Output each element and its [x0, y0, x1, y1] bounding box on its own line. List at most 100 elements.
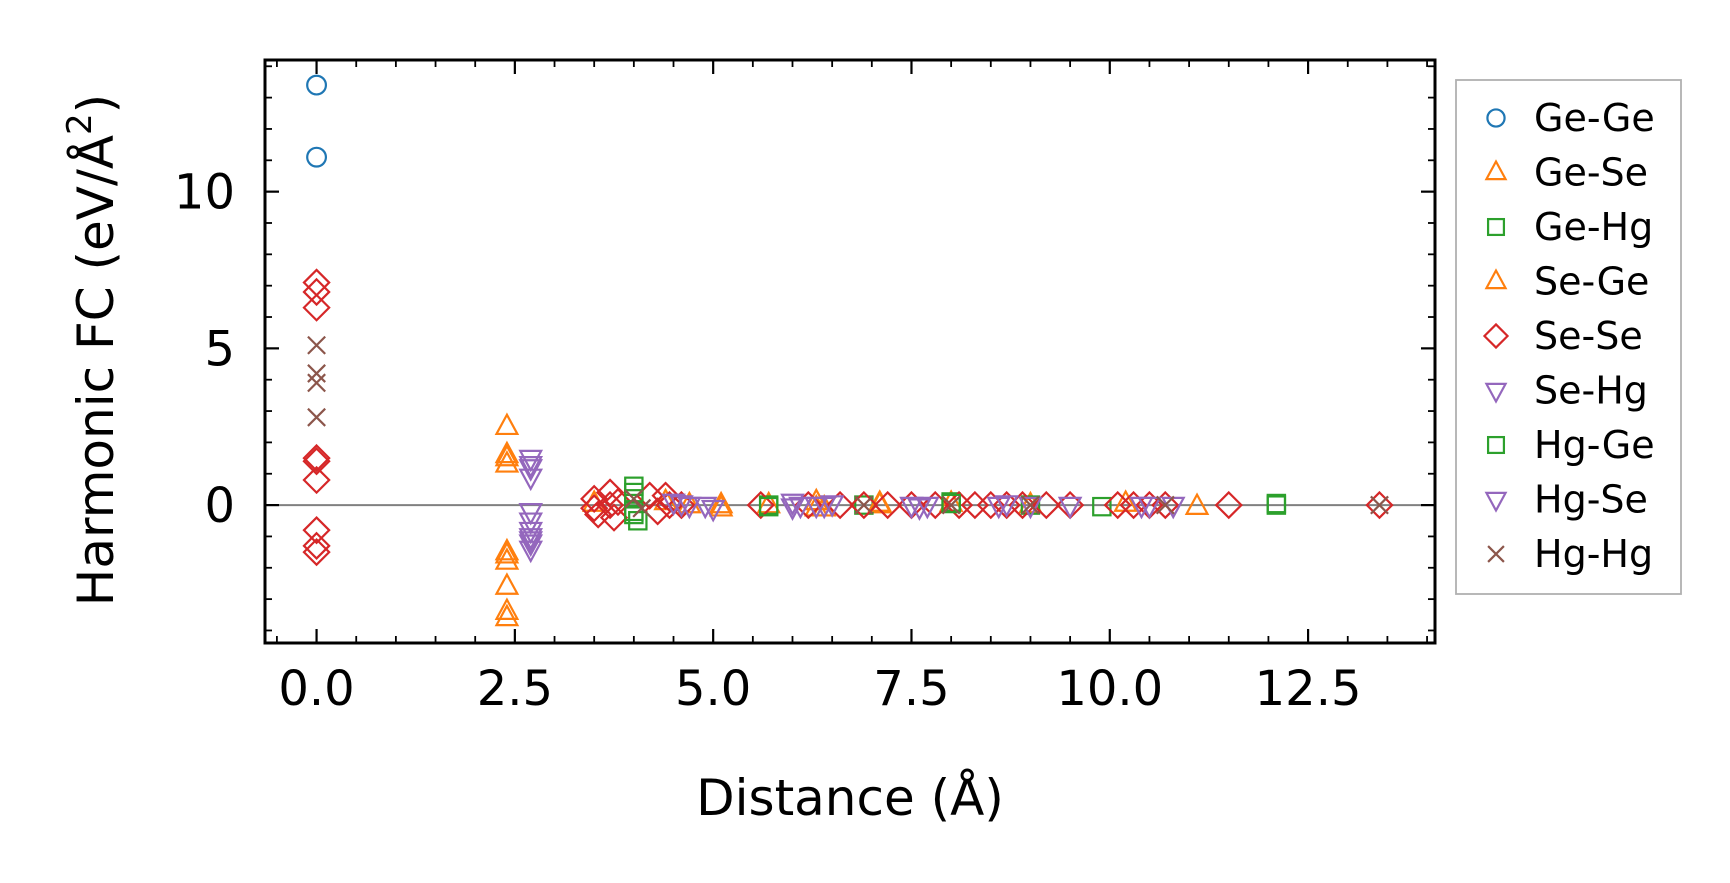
data-point: [302, 277, 331, 307]
data-point: [583, 500, 613, 529]
legend-label: Se-Ge: [1534, 260, 1649, 304]
data-point: [915, 496, 940, 520]
legend-label: Ge-Se: [1534, 151, 1648, 195]
data-point: [518, 534, 544, 558]
data-point: [603, 487, 633, 517]
data-point: [1137, 496, 1162, 520]
data-point: [302, 531, 331, 560]
y-tick-label: 5: [204, 321, 235, 377]
data-point: [1057, 496, 1083, 520]
data-point: [518, 456, 544, 479]
legend-marker: [1484, 382, 1508, 404]
data-point: [494, 443, 520, 467]
data-point: [811, 496, 837, 520]
data-point: [780, 498, 805, 521]
legend-marker: [1484, 491, 1508, 513]
data-point: [655, 490, 684, 520]
data-point: [994, 495, 1019, 518]
x-tick-label: 5.0: [675, 661, 751, 717]
data-point: [302, 465, 331, 495]
x-tick-label: 10.0: [1056, 661, 1163, 717]
data-point: [746, 490, 775, 520]
data-point: [825, 490, 855, 520]
data-point: [494, 412, 520, 436]
data-point: [788, 496, 813, 520]
data-point: [307, 364, 326, 383]
data-point: [599, 503, 629, 532]
series-se-se: [302, 268, 1394, 567]
legend-entry: Se-Ge: [1484, 260, 1649, 304]
legend: Ge-Ge Ge-Se Ge-Hg Se-Ge Se-Se Se-Hg Hg-Ge Hg-Se…: [1455, 79, 1682, 595]
data-point: [302, 268, 331, 297]
data-point: [1020, 495, 1041, 515]
data-point: [1092, 496, 1112, 517]
data-point: [756, 490, 781, 514]
x-tick-label: 0.0: [278, 661, 354, 717]
legend-label: Hg-Hg: [1534, 532, 1653, 576]
y-axis-label-superscript: 2: [60, 113, 100, 135]
legend-entry: Hg-Hg: [1487, 532, 1653, 576]
data-point: [921, 490, 950, 520]
legend-marker: [1486, 217, 1506, 237]
data-point: [494, 603, 520, 627]
series-ge-ge: [306, 74, 328, 168]
data-point: [1214, 490, 1243, 520]
data-point: [302, 293, 331, 322]
y-axis-label-close: ): [67, 94, 125, 114]
data-point: [1266, 493, 1287, 514]
legend-entry: Se-Hg: [1484, 369, 1648, 413]
plot-marks: [265, 74, 1435, 627]
ticks: 0.0 2.5 5.0 7.5 10.0 12.5 0 5 10: [174, 60, 1435, 717]
data-point: [494, 540, 520, 564]
data-point: [854, 495, 874, 515]
axes-frame: [263, 58, 1437, 645]
data-point: [819, 495, 845, 518]
series-hg-hg: [307, 335, 1389, 518]
x-tick-label: 7.5: [873, 661, 949, 717]
legend-marker: [1487, 545, 1505, 563]
data-point: [1032, 490, 1061, 520]
data-point: [700, 499, 726, 523]
data-point: [302, 516, 331, 545]
data-point: [941, 495, 961, 515]
x-tick-label: 12.5: [1255, 661, 1362, 717]
legend-entry: Ge-Hg: [1486, 205, 1653, 249]
data-point: [306, 146, 328, 168]
data-point: [669, 495, 694, 518]
plot-frame: [263, 58, 1437, 645]
legend-marker: [1484, 159, 1508, 181]
data-point: [518, 528, 544, 551]
data-point: [986, 496, 1012, 520]
legend-marker: [1484, 268, 1508, 290]
data-point: [302, 447, 331, 476]
data-point: [1184, 492, 1210, 515]
data-point: [661, 493, 686, 517]
series-hg-se: [518, 456, 1162, 554]
legend-label: Hg-Se: [1534, 478, 1648, 522]
data-point: [302, 537, 331, 567]
legend-label: Ge-Ge: [1534, 96, 1655, 140]
series-hg-ge: [624, 482, 1287, 525]
data-point: [580, 494, 609, 523]
data-point: [692, 496, 718, 520]
legend-marker: [1482, 322, 1510, 350]
x-tick-label: 2.5: [477, 661, 553, 717]
data-point: [899, 496, 924, 520]
data-point: [580, 484, 609, 513]
data-point: [651, 481, 680, 510]
data-point: [677, 496, 702, 520]
x-axis-label: Distance (Å): [696, 769, 1004, 827]
data-point: [518, 540, 544, 564]
data-point: [907, 498, 932, 521]
data-point: [708, 493, 734, 517]
legend-entry: Se-Se: [1482, 314, 1643, 358]
data-point: [677, 490, 702, 514]
data-point: [873, 490, 902, 520]
legend-label: Se-Hg: [1534, 369, 1648, 413]
data-point: [494, 597, 520, 620]
legend-marker: [1486, 435, 1506, 455]
data-point: [302, 443, 331, 473]
y-tick-label: 10: [174, 165, 235, 221]
legend-entry: Hg-Se: [1484, 478, 1648, 522]
data-point: [494, 572, 520, 595]
